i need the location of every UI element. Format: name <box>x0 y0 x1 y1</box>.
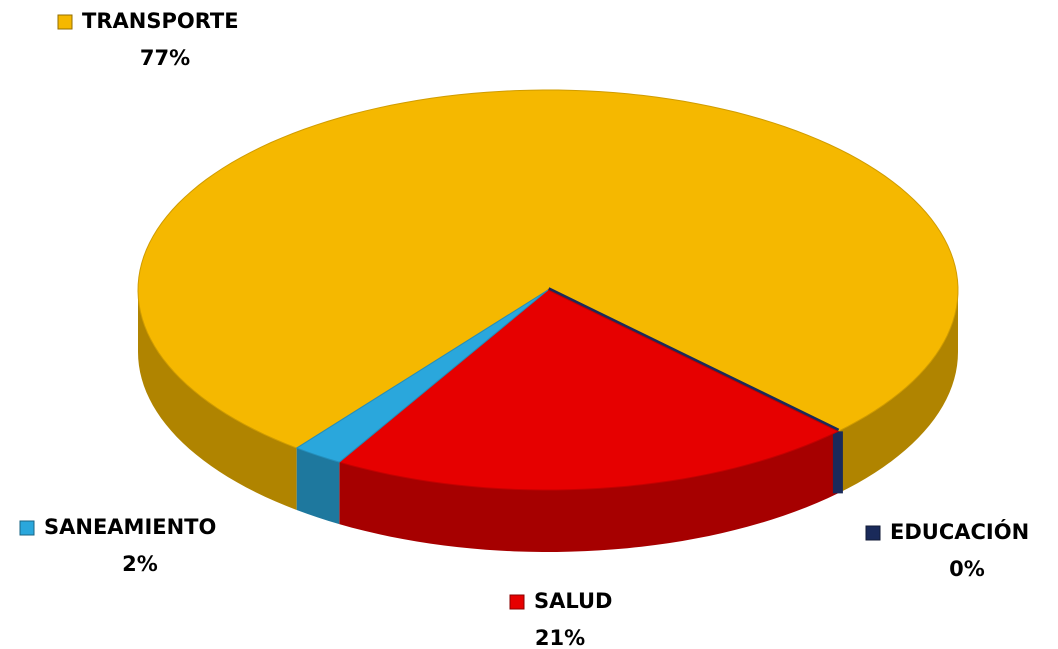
category-label: SALUD <box>534 589 613 613</box>
value-label: 21% <box>535 626 585 649</box>
value-label: 77% <box>140 46 190 70</box>
legend-marker <box>509 594 525 610</box>
slice <box>137 89 959 449</box>
slice-side <box>296 448 340 525</box>
legend-marker <box>57 14 73 30</box>
category-label: SANEAMIENTO <box>44 515 216 539</box>
legend-marker <box>19 520 35 536</box>
value-label: 0% <box>949 557 985 581</box>
category-label: EDUCACIÓN <box>890 519 1029 544</box>
slice <box>338 289 840 491</box>
slice-side <box>339 431 838 552</box>
slice-side <box>138 290 297 511</box>
legend-marker <box>865 525 881 541</box>
slice <box>295 289 549 463</box>
slice-side <box>837 290 958 494</box>
category-label: TRANSPORTE <box>82 9 239 33</box>
value-label: 2% <box>122 552 158 576</box>
